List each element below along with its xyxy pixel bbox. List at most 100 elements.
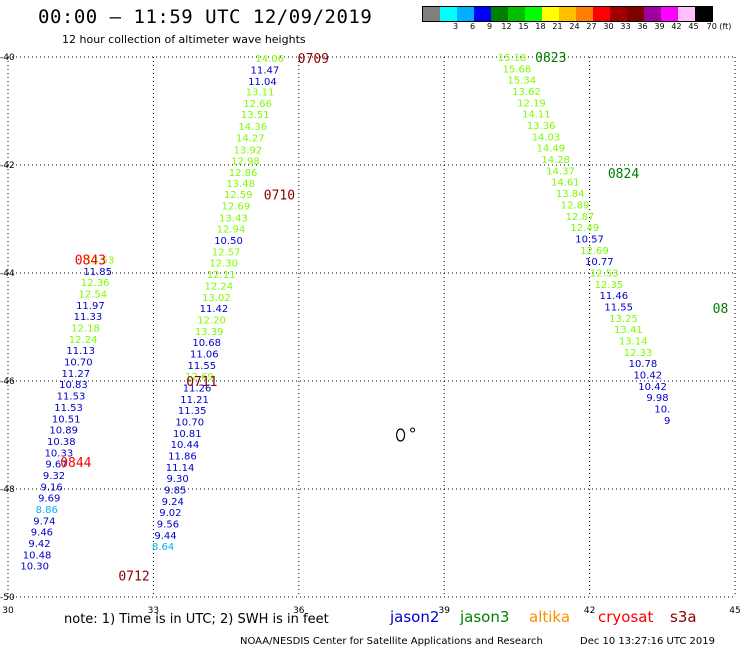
swh-value-label: 9.67 xyxy=(45,460,67,471)
swh-value-label: 13.14 xyxy=(619,337,648,348)
color-swatch xyxy=(457,7,474,21)
swh-value-label: 12.20 xyxy=(197,315,226,326)
swh-value-label: 12.30 xyxy=(209,259,238,270)
color-swatch xyxy=(678,7,695,21)
swh-value-label: 10.78 xyxy=(629,359,658,370)
color-swatch xyxy=(474,7,491,21)
color-scale-label: 36 xyxy=(637,22,648,31)
swh-value-label: 12.54 xyxy=(78,290,107,301)
swh-value-label: 12.59 xyxy=(224,190,253,201)
swh-value-label: 10.33 xyxy=(45,448,74,459)
x-tick-label: 42 xyxy=(584,606,595,616)
swh-value-label: 11.06 xyxy=(190,349,219,360)
swh-value-label: 12.53 xyxy=(590,268,619,279)
swh-value-label: 10.44 xyxy=(171,440,200,451)
color-scale-label: 9 xyxy=(486,22,493,31)
y-tick-label: -40 xyxy=(0,53,15,63)
color-scale-label: 27 xyxy=(586,22,597,31)
pass-time-label: 0823 xyxy=(535,51,566,66)
color-swatch xyxy=(423,7,440,21)
swh-value-label: 9.30 xyxy=(167,474,189,485)
pass-time-label: 0824 xyxy=(608,167,639,182)
color-swatch xyxy=(491,7,508,21)
color-scale-label: 3 xyxy=(452,22,459,31)
units-note: note: 1) Time is in UTC; 2) SWH is in fe… xyxy=(64,612,329,627)
swh-value-label: 13.43 xyxy=(219,213,248,224)
color-scale-label: 70 (ft) xyxy=(706,22,732,31)
swh-value-label: 12.57 xyxy=(212,247,241,258)
island-outline xyxy=(410,427,416,433)
swh-value-label: 11.55 xyxy=(188,361,217,372)
pass-time-label: 0710 xyxy=(264,189,295,204)
swh-value-label: 9.32 xyxy=(43,471,65,482)
swh-value-label: 10.89 xyxy=(49,426,78,437)
swh-value-label: 9.46 xyxy=(31,528,53,539)
swh-value-label: 12.89 xyxy=(561,200,590,211)
swh-value-label: 15.18 xyxy=(498,53,527,64)
swh-value-label: 13.02 xyxy=(202,293,231,304)
color-scale-bar xyxy=(422,6,713,22)
swh-value-label: 13.36 xyxy=(527,121,556,132)
y-tick-label: -50 xyxy=(0,593,15,603)
y-tick-label: -48 xyxy=(0,485,15,495)
swh-value-label: 12.35 xyxy=(595,280,624,291)
y-tick-label: -46 xyxy=(0,377,15,387)
swh-value-label: 11.04 xyxy=(248,77,277,88)
swh-value-label: 8.86 xyxy=(36,505,58,516)
swh-value-label: 13.62 xyxy=(512,87,541,98)
swh-value-label: 10.81 xyxy=(173,429,202,440)
y-tick-label: -44 xyxy=(0,269,15,279)
swh-value-label: 11.46 xyxy=(600,291,629,302)
swh-value-label: 10.50 xyxy=(214,236,243,247)
swh-value-label: 11.53 xyxy=(54,403,83,414)
swh-value-label: 12.33 xyxy=(624,348,653,359)
swh-value-label: 12.86 xyxy=(229,168,258,179)
island-outline xyxy=(395,428,406,442)
swh-value-label: 10. xyxy=(654,405,670,416)
swh-value-label: 9.74 xyxy=(33,516,55,527)
color-scale-label: 39 xyxy=(654,22,665,31)
legend-altika: altika xyxy=(529,608,571,626)
swh-value-label: 11.86 xyxy=(168,452,197,463)
swh-value-label: 9.85 xyxy=(164,486,186,497)
swh-value-label: 11.53 xyxy=(57,392,86,403)
pass-time-label: 0711 xyxy=(186,375,217,390)
x-tick-label: 33 xyxy=(148,606,159,616)
swh-value-label: 10.51 xyxy=(52,414,81,425)
swh-value-label: 11.26 xyxy=(183,383,212,394)
swh-value-label: 9.98 xyxy=(646,393,668,404)
color-scale-label: 15 xyxy=(518,22,529,31)
color-scale-label: 21 xyxy=(552,22,563,31)
swh-value-label: 10.77 xyxy=(585,257,614,268)
color-swatch xyxy=(440,7,457,21)
swh-value-label: 12.36 xyxy=(81,278,110,289)
swh-value-label: 15.68 xyxy=(503,64,532,75)
color-swatch xyxy=(610,7,627,21)
color-swatch xyxy=(661,7,678,21)
swh-value-label: 12.87 xyxy=(566,212,595,223)
color-swatch xyxy=(644,7,661,21)
swh-value-label: 10.83 xyxy=(59,380,88,391)
swh-value-label: 11.55 xyxy=(604,302,633,313)
pass-time-label: 0844 xyxy=(60,456,91,471)
color-swatch xyxy=(508,7,525,21)
swh-value-label: 11.14 xyxy=(166,463,195,474)
color-swatch xyxy=(559,7,576,21)
swh-value-label: 14.37 xyxy=(546,166,575,177)
swh-value-label: 11.85 xyxy=(83,267,112,278)
swh-value-label: 14.27 xyxy=(236,133,265,144)
pass-time-label: 0843 xyxy=(75,254,106,269)
color-scale-label: 45 xyxy=(688,22,699,31)
swh-value-label: 11.33 xyxy=(74,312,103,323)
swh-value-label: 12.53 xyxy=(86,256,115,267)
chart-subtitle: 12 hour collection of altimeter wave hei… xyxy=(62,33,306,46)
swh-value-label: 12.24 xyxy=(205,281,234,292)
swh-value-label: 12.98 xyxy=(231,157,260,168)
color-swatch xyxy=(695,7,712,21)
swh-value-label: 12.18 xyxy=(71,324,100,335)
color-scale-label: 18 xyxy=(535,22,546,31)
swh-value-label: 10.70 xyxy=(175,418,204,429)
swh-value-label: 12.69 xyxy=(580,246,609,257)
swh-value-label: 10.38 xyxy=(47,437,76,448)
swh-value-label: 14.06 xyxy=(255,54,284,65)
